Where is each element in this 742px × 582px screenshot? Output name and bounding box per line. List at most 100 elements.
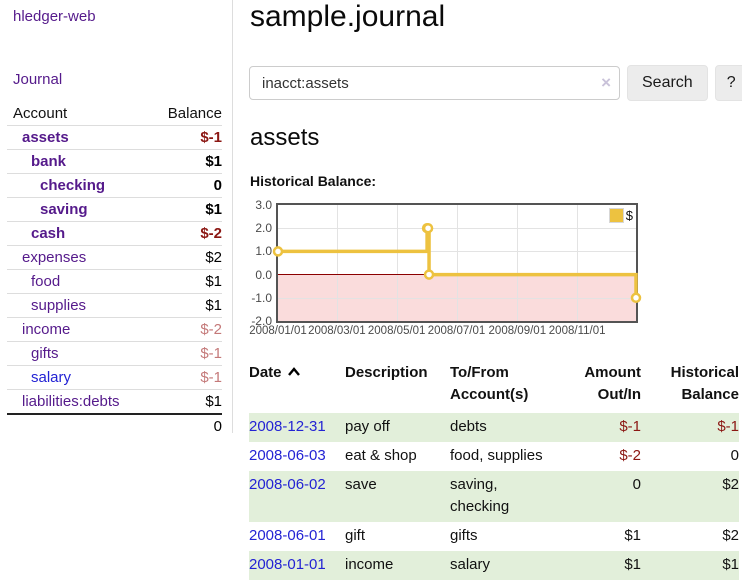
y-axis-tick-label: 3.0 [255,198,272,212]
grid-line [336,205,338,321]
accounts-total-value: 0 [152,413,222,438]
transaction-amount: 0 [632,476,641,493]
transaction-date-link[interactable]: 2008-12-31 [249,418,326,435]
chart-plot: $ [272,203,642,323]
grid-line [396,205,398,321]
data-point-marker [272,246,284,257]
account-row: income $-2 [7,317,222,342]
x-axis-tick-label: 2008/11/01 [548,325,606,337]
accounts-table: Account Balance assets $-1 bank $1 check… [7,102,222,438]
clear-search-icon[interactable]: × [601,73,611,92]
account-balance: $-2 [152,221,222,246]
accounts-header-balance: Balance [167,105,222,122]
transaction-description: income [345,556,394,573]
account-link-income[interactable]: income [22,321,71,338]
account-link-checking[interactable]: checking [40,177,106,194]
data-point-marker [423,269,435,280]
data-point-marker [630,292,642,304]
account-link-cash[interactable]: cash [31,225,66,242]
register-header-date-label: Date [249,364,282,381]
account-link-expenses[interactable]: expenses [22,249,87,266]
transaction-description: pay off [345,418,390,435]
account-link-supplies[interactable]: supplies [31,297,87,314]
register-header-amount: Amount Out/In [584,364,641,403]
account-row: cash $-2 [7,221,222,246]
account-row: checking 0 [7,173,222,198]
account-link-bank[interactable]: bank [31,153,67,170]
account-balance: $-1 [152,125,222,150]
account-balance: $-1 [152,365,222,390]
transaction-amount: $-1 [619,418,641,435]
legend-color-swatch [608,208,624,223]
transaction-accounts: gifts [450,527,478,544]
transaction-balance: $2 [722,476,739,493]
sort-ascending-icon [287,367,300,376]
transaction-balance: 0 [730,447,739,464]
main-content: sample.journal × Search ? assets Histori… [248,0,742,582]
account-link-salary[interactable]: salary [31,369,72,386]
grid-line [517,205,519,321]
account-row: bank $1 [7,149,222,174]
account-row: supplies $1 [7,293,222,318]
register-row: 2008-01-01 income salary $1 $1 [249,551,739,580]
transaction-balance: $2 [722,527,739,544]
transaction-accounts: salary [450,556,491,573]
balance-chart: 3.0 2.0 1.0 0.0 -1.0 -2.0 $ 2008/01/01 2008/03… [248,196,742,346]
account-heading: assets [250,124,320,151]
register-header-description: Description [345,364,428,381]
account-balance: $1 [152,293,222,318]
register-header-row: Date Description To/From Account(s) Amou… [249,360,739,413]
account-row: liabilities:debts $1 [7,389,222,414]
account-row: saving $1 [7,197,222,222]
search-form: × Search ? [249,65,742,101]
account-link-liabilities-debts[interactable]: liabilities:debts [22,393,120,410]
grid-line [456,205,458,321]
register-header-date[interactable]: Date [249,360,345,413]
app-brand-link[interactable]: hledger-web [13,8,96,25]
register-row: 2008-12-31 pay off debts $-1 $-1 [249,413,739,442]
transaction-balance: $-1 [717,418,739,435]
transaction-description: gift [345,527,366,544]
account-link-saving[interactable]: saving [40,201,88,218]
y-axis-tick-label: 0.0 [255,267,272,282]
accounts-header-account: Account [13,105,68,122]
grid-line [577,205,579,321]
account-row: assets $-1 [7,125,222,150]
search-button[interactable]: Search [627,65,708,101]
transaction-accounts: debts [450,418,487,435]
x-axis-tick-label: 2008/01/01 [249,325,307,337]
transaction-date-link[interactable]: 2008-01-01 [249,556,326,573]
y-axis-tick-label: -1.0 [251,290,272,305]
sidebar: hledger-web Journal Account Balance asse… [0,0,233,438]
transaction-balance: $1 [722,556,739,573]
account-balance: $2 [152,245,222,270]
balance-series-line [272,222,642,304]
transaction-date-link[interactable]: 2008-06-03 [249,447,326,464]
account-balance: $1 [152,389,222,414]
register-header-accounts: To/From Account(s) [450,364,529,403]
sidebar-item-journal[interactable]: Journal [13,71,63,88]
account-balance: 0 [152,173,222,198]
transaction-description: save [345,476,377,493]
account-link-food[interactable]: food [31,273,61,290]
account-link-assets[interactable]: assets [22,129,69,146]
search-input[interactable] [249,66,620,100]
register-row: 2008-06-01 gift gifts $1 $2 [249,522,739,551]
chart-legend: $ [608,208,633,223]
account-row: food $1 [7,269,222,294]
search-help-button[interactable]: ? [714,65,742,101]
accounts-total-row: 0 [7,413,222,438]
data-point-marker [422,222,434,234]
transaction-amount: $1 [624,556,641,573]
transaction-date-link[interactable]: 2008-06-02 [249,476,326,493]
x-axis-tick-label: 2008/07/01 [427,325,486,337]
x-axis-tick-label: 2008/05/01 [367,325,426,337]
transaction-date-link[interactable]: 2008-06-01 [249,527,326,544]
account-row: gifts $-1 [7,341,222,366]
account-balance: $-2 [152,317,222,342]
chart-title: Historical Balance: [250,173,377,189]
account-balance: $1 [152,149,222,174]
register-table: Date Description To/From Account(s) Amou… [249,360,739,580]
page-title: sample.journal [250,0,446,33]
account-link-gifts[interactable]: gifts [31,345,59,362]
